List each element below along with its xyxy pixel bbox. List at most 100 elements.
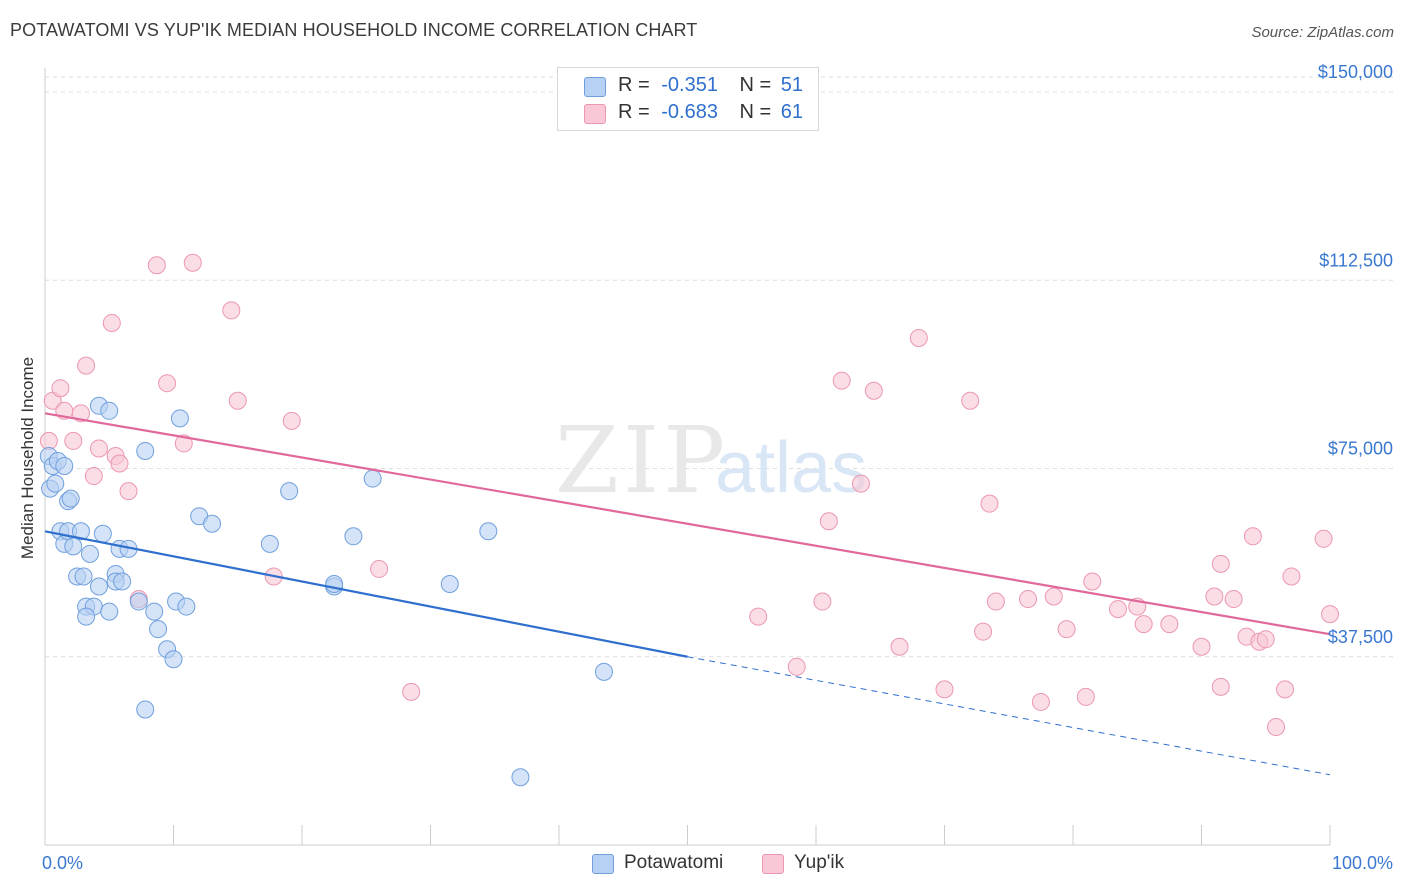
potawatomi-point [170,409,189,428]
legend-r-label-1: R = [618,74,650,96]
bottom-yupik-label: Yup'ik [794,852,845,873]
potawatomi-point [93,524,112,543]
yupik-point [864,381,883,400]
yupik-point [84,467,103,486]
yupik-point [1083,572,1102,591]
potawatomi-point [136,700,155,719]
yupik-point [158,374,177,393]
potawatomi-point [129,592,148,611]
y-tick-label: $150,000 [1318,62,1393,82]
yupik-point [1205,587,1224,606]
potawatomi-point [440,574,459,593]
yupik-point [1108,600,1127,619]
yupik-point [1211,677,1230,696]
potawatomi-point [149,620,168,639]
yupik-point [282,411,301,430]
potawatomi-point [74,567,93,586]
yupik-point [1211,554,1230,573]
yupik-point [1192,637,1211,656]
source-label: Source: ZipAtlas.com [1251,24,1394,41]
potawatomi-point [113,572,132,591]
yupik-point [909,329,928,348]
yupik-point [370,559,389,578]
potawatomi-point [145,602,164,621]
yupik-point [102,313,121,332]
legend-n-label-2: N = [739,101,772,123]
yupik-point [1076,687,1095,706]
yupik-point [1267,718,1286,737]
potawatomi-point [46,474,65,493]
yupik-point [119,482,138,501]
yupik-point [819,512,838,531]
legend-n-value-1: 51 [780,74,804,96]
yupik-point [110,454,129,473]
potawatomi-point [164,650,183,669]
yupik-point [974,622,993,641]
yupik-point [39,431,58,450]
yupik-point [1276,680,1295,699]
potawatomi-point [55,457,74,476]
yupik-point [935,680,954,699]
potawatomi-point [594,662,613,681]
potawatomi-point [100,401,119,420]
yupik-swatch [584,104,606,124]
potawatomi-point [177,597,196,616]
legend-r-value-1: -0.351 [661,74,718,96]
potawatomi-point [61,489,80,508]
chart-title: POTAWATOMI VS YUP'IK MEDIAN HOUSEHOLD IN… [10,20,698,40]
tick-labels: $37,500 $75,000 $112,500 $150,000 0.0% 100.0% [42,62,1393,873]
yupik-point [147,256,166,275]
yupik-point [986,592,1005,611]
legend-n-value-2: 61 [780,101,804,123]
yupik-point [174,434,193,453]
yupik-point [402,682,421,701]
y-tick-label: $37,500 [1328,627,1393,647]
potawatomi-point [280,482,299,501]
potawatomi-trendline-extension [687,656,1331,776]
potawatomi-point [64,537,83,556]
potawatomi-point [71,522,90,541]
x-tick-label: 0.0% [42,853,83,873]
potawatomi-point [203,514,222,533]
y-tick-label: $75,000 [1328,439,1393,459]
yupik-point [1282,567,1301,586]
yupik-point [813,592,832,611]
potawatomi-point [363,469,382,488]
yupik-point [77,356,96,375]
potawatomi-point [80,544,99,563]
correlation-legend: R = -0.351 N = 51 R = -0.683 N = 61 [557,67,819,131]
potawatomi-swatch [584,77,606,97]
series-potawatomi [39,396,613,787]
trend-lines [44,412,1331,776]
axes [44,68,1331,846]
potawatomi-point [511,768,530,787]
bottom-yupik-swatch [762,854,784,874]
yupik-point [1134,615,1153,634]
watermark-atlas: atlas [715,428,867,508]
y-tick-label: $112,500 [1319,250,1393,270]
yupik-point [890,637,909,656]
yupik-point [89,439,108,458]
yupik-point [1314,529,1333,548]
yupik-point [1057,620,1076,639]
yupik-point [183,253,202,272]
yupik-point [1019,590,1038,609]
yupik-point [851,474,870,493]
yupik-point [51,379,70,398]
bottom-potawatomi-label: Potawatomi [624,852,724,873]
potawatomi-point [260,534,279,553]
series-yupik [39,253,1339,737]
yupik-point [228,391,247,410]
yupik-point [1243,527,1262,546]
yupik-point [1224,590,1243,609]
yupik-point [961,391,980,410]
potawatomi-point [89,577,108,596]
potawatomi-point [479,522,498,541]
potawatomi-trendline [44,530,688,658]
potawatomi-point [100,602,119,621]
potawatomi-point [77,607,96,626]
yupik-point [1031,692,1050,711]
watermark-zip: ZIP [555,407,729,514]
legend-n-label-1: N = [739,74,772,96]
